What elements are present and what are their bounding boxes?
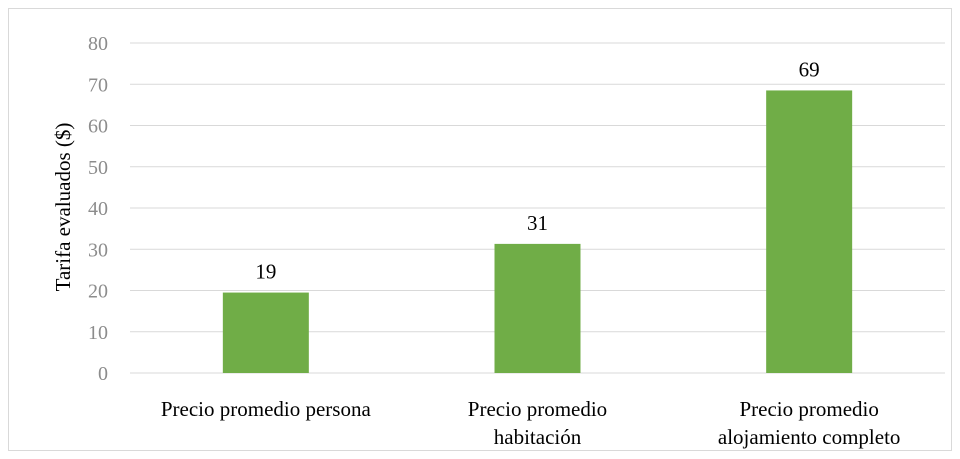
- data-label: 69: [799, 57, 820, 81]
- bars: [222, 90, 853, 373]
- data-label: 31: [527, 211, 548, 235]
- y-axis-ticks: 0 10 20 30 40 50 60 70 80: [88, 33, 108, 385]
- y-tick-label: 60: [88, 116, 108, 138]
- bar: [766, 90, 853, 373]
- y-tick-label: 50: [88, 157, 108, 179]
- x-category-label: Precio promedio habitación: [468, 397, 607, 449]
- y-tick-label: 80: [88, 33, 108, 55]
- data-label: 19: [255, 260, 276, 284]
- y-tick-label: 40: [88, 198, 108, 220]
- y-tick-label: 70: [88, 74, 108, 96]
- bar: [222, 292, 309, 373]
- x-category-label: Precio promedio persona: [161, 397, 372, 421]
- y-tick-label: 20: [88, 281, 108, 303]
- y-tick-label: 0: [98, 363, 108, 385]
- bar: [494, 243, 581, 373]
- x-axis-categories: Precio promedio persona Precio promedio ha…: [161, 397, 901, 449]
- y-tick-label: 30: [88, 239, 108, 261]
- y-axis-title: Tarifa evaluados ($): [51, 123, 75, 292]
- data-labels: 19 31 69: [255, 57, 819, 283]
- x-category-label: Precio promedio alojamiento completo: [718, 397, 901, 449]
- y-tick-label: 10: [88, 322, 108, 344]
